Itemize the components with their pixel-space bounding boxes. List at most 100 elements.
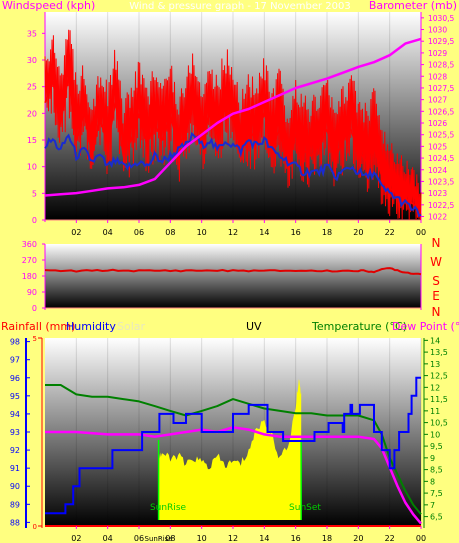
- temp-x-tick-label: 18: [322, 534, 332, 543]
- wind-tick-label: 25: [27, 83, 37, 92]
- compass-label: E: [432, 289, 440, 303]
- wind-tick-label: 35: [27, 29, 37, 38]
- temperature-tick-label: 10,5: [430, 419, 448, 428]
- wind-x-tick-label: 14: [259, 228, 269, 237]
- barometer-tick-label: 1030: [428, 26, 447, 35]
- temperature-tick-label: 7: [430, 501, 435, 510]
- direction-degree-labels: 0 90 180 270 360: [22, 240, 45, 313]
- temp-x-tick-label: 12: [228, 534, 238, 543]
- humidity-tick-label: 98: [10, 338, 20, 347]
- rain-tick-label: 5: [33, 335, 37, 343]
- direction-tick-label: 90: [27, 288, 37, 297]
- sunset-label: SunSet: [289, 503, 321, 513]
- temperature-tick-label: 10: [430, 430, 440, 439]
- barometer-tick-label: 1026: [428, 119, 447, 128]
- temperature-tick-label: 11,5: [430, 395, 448, 404]
- barometer-tick-label: 1028,5: [428, 61, 454, 70]
- compass-label: N: [432, 236, 441, 250]
- temp-x-tick-label: 22: [385, 534, 395, 543]
- temperature-tick-label: 13: [430, 360, 440, 369]
- rain-tick-labels: 05: [33, 335, 42, 531]
- temperature-tick-label: 9,5: [430, 442, 443, 451]
- wind-x-tick-label: 10: [197, 228, 207, 237]
- temp-x-tick-label: 14: [259, 534, 269, 543]
- humidity-tick-label: 96: [10, 374, 20, 383]
- humidity-tick-label: 89: [10, 500, 20, 509]
- barometer-tick-label: 1022: [428, 212, 447, 221]
- barometer-tick-label: 1029,5: [428, 37, 454, 46]
- direction-series: [44, 267, 422, 276]
- barometer-tick-label: 1024: [428, 166, 447, 175]
- wind-x-tick-label: 00: [416, 228, 426, 237]
- solar-series-area: [158, 379, 302, 520]
- wind-tick-label: 20: [27, 109, 37, 118]
- gust-series-line: [44, 29, 422, 221]
- temperature-tick-label: 12,5: [430, 372, 448, 381]
- compass-label: W: [430, 255, 442, 269]
- barometer-tick-label: 1030,5: [428, 14, 454, 23]
- barometer-tick-label: 1023,5: [428, 177, 454, 186]
- rainfall-axis-title: Rainfall (mm): [1, 320, 75, 333]
- rain-tick-label: 0: [33, 523, 37, 531]
- barometer-tick-label: 1024,5: [428, 154, 454, 163]
- temp-x-tick-label: 10: [197, 534, 207, 543]
- wind-x-tick-label: 20: [353, 228, 363, 237]
- direction-tick-label: 180: [22, 272, 37, 281]
- temp-x-tick-label: 04: [103, 534, 113, 543]
- direction-tick-label: 360: [22, 240, 37, 249]
- solar-axis-title: Solar: [117, 320, 146, 333]
- barometer-tick-label: 1027,5: [428, 84, 454, 93]
- direction-series-line: [44, 267, 422, 276]
- wind-x-tick-label: 04: [103, 228, 113, 237]
- temperature-tick-label: 12: [430, 383, 440, 392]
- temperature-tick-labels: 6,5 7 7,5 8 8,5 9 9,5 10 10,5 11 11,5 12 12,5 13 13,5 1…: [424, 336, 448, 522]
- dewpoint-axis-title: Dew Point (°C): [392, 320, 459, 333]
- compass-label: N: [432, 305, 441, 319]
- barometer-series-line: [44, 37, 422, 197]
- uv-axis-title: UV: [246, 320, 262, 333]
- barometer-tick-label: 1028: [428, 72, 447, 81]
- wind-x-tick-label: 16: [291, 228, 301, 237]
- wind-x-tick-label: 18: [322, 228, 332, 237]
- direction-plot-area: [45, 244, 421, 308]
- average-wind-series-line: [44, 132, 422, 218]
- temperature-tick-label: 11: [430, 407, 440, 416]
- humidity-tick-label: 90: [10, 482, 20, 491]
- temp-x-tick-label: 08: [165, 534, 175, 543]
- temperature-tick-label: 14: [430, 336, 440, 345]
- temperature-tick-label: 8: [430, 477, 435, 486]
- temp-x-tick-label: 06: [134, 534, 144, 543]
- humidity-tick-label: 91: [10, 464, 20, 473]
- barometer-axis-title: Barometer (mb): [369, 0, 457, 12]
- wind-tick-label: 10: [27, 163, 37, 172]
- barometer-tick-label: 1025: [428, 142, 447, 151]
- humidity-tick-labels: 88 89 90 91 92 93 94 95 96 97 98: [10, 338, 30, 527]
- barometer-tick-label: 1029: [428, 49, 447, 58]
- humidity-tick-label: 95: [10, 392, 20, 401]
- barometer-tick-label: 1023: [428, 189, 447, 198]
- temperature-tick-label: 7,5: [430, 489, 443, 498]
- windspeed-axis-title: Windspeed (kph): [2, 0, 95, 12]
- wind-left-tick-labels: 0 5 10 15 20 25 30 35: [27, 29, 45, 225]
- temperature-tick-label: 13,5: [430, 348, 448, 357]
- humidity-tick-label: 93: [10, 428, 20, 437]
- humidity-series-line: [45, 376, 421, 515]
- sunrise-x-tick-label: SunRise: [145, 535, 173, 543]
- wind-chart-title: Wind & pressure graph - 17 November 2003: [129, 1, 350, 12]
- barometer-tick-label: 1027: [428, 96, 447, 105]
- compass-label: S: [432, 274, 440, 288]
- temperature-tick-label: 8,5: [430, 466, 443, 475]
- humidity-axis-title: Humidity: [66, 320, 116, 333]
- wind-tick-label: 5: [32, 189, 37, 198]
- barometer-tick-label: 1025,5: [428, 131, 454, 140]
- temperature-axis-title: Temperature (°C): [311, 320, 407, 333]
- wind-x-tick-label: 12: [228, 228, 238, 237]
- temperature-tick-label: 9: [430, 454, 435, 463]
- temp-x-tick-label: 16: [291, 534, 301, 543]
- wind-series: [44, 29, 422, 221]
- humidity-tick-label: 88: [10, 518, 20, 527]
